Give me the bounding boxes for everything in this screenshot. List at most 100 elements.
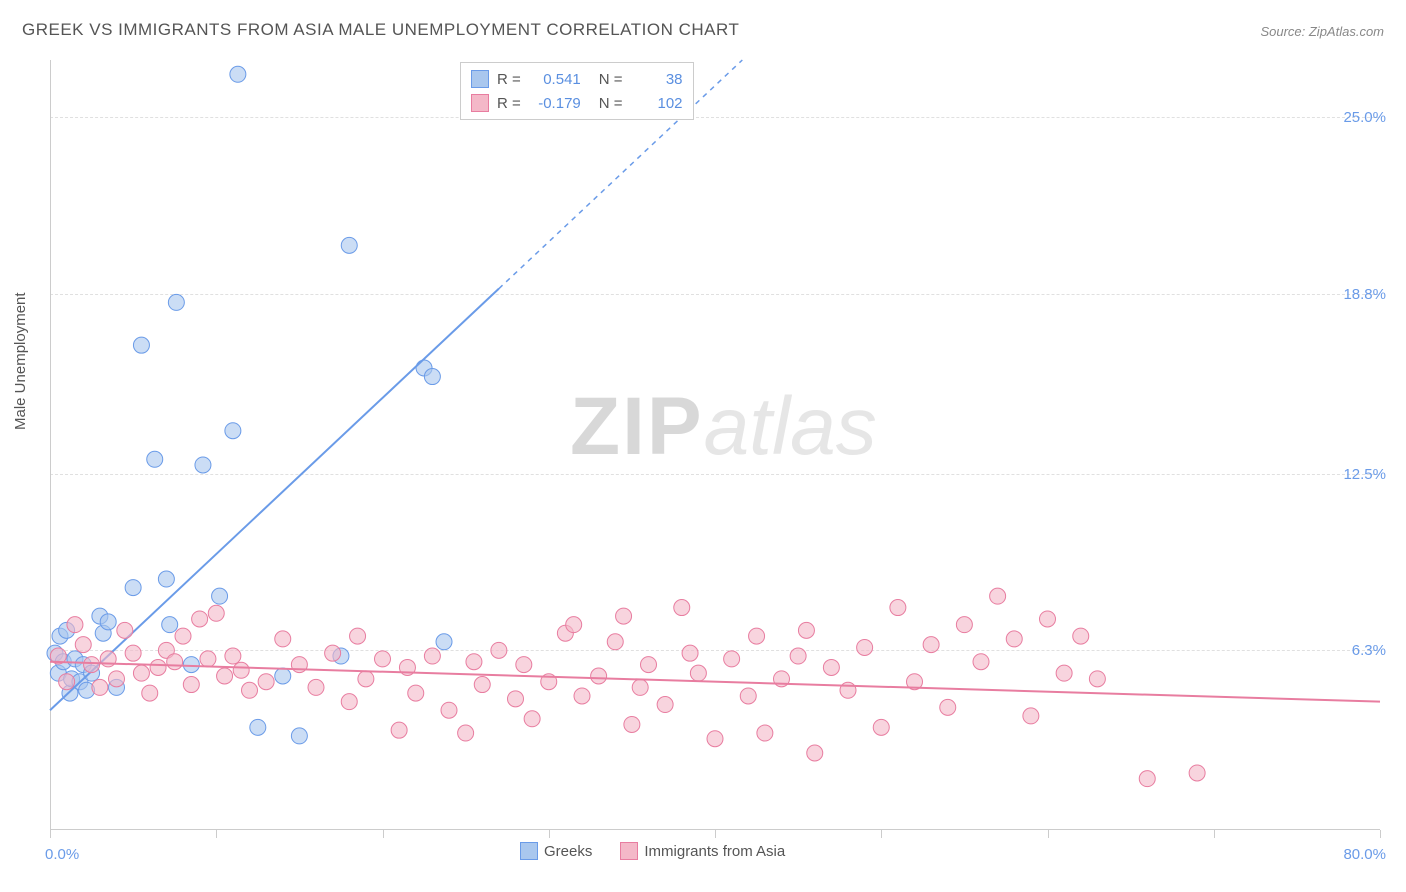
scatter-point [225,648,241,664]
scatter-point [491,642,507,658]
scatter-point [391,722,407,738]
scatter-point [217,668,233,684]
scatter-point [1006,631,1022,647]
scatter-point [75,637,91,653]
scatter-point [275,631,291,647]
scatter-point [92,679,108,695]
scatter-point [133,665,149,681]
x-tick [881,830,882,838]
x-axis-min-label: 0.0% [45,846,79,863]
x-axis-max-label: 80.0% [1343,846,1386,863]
stat-r-label: R = [497,71,521,88]
legend-stats-row: R = -0.179 N = 102 [471,91,683,115]
scatter-point [158,571,174,587]
scatter-point [690,665,706,681]
scatter-point [408,685,424,701]
x-tick [1380,830,1381,838]
stat-r-label: R = [497,95,521,112]
stat-n-label: N = [599,71,623,88]
scatter-point [117,622,133,638]
x-tick [383,830,384,838]
scatter-point [1056,665,1072,681]
scatter-point [682,645,698,661]
legend-stats-box: R =0.541N =38R =-0.179N =102 [460,62,694,120]
scatter-point [749,628,765,644]
scatter-point [574,688,590,704]
scatter-point [168,294,184,310]
scatter-point [657,697,673,713]
scatter-point [591,668,607,684]
scatter-point [641,657,657,673]
scatter-point [84,657,100,673]
scatter-point [308,679,324,695]
scatter-point [424,369,440,385]
scatter-point [250,719,266,735]
stat-n-label: N = [599,95,623,112]
scatter-point [162,617,178,633]
scatter-point [674,600,690,616]
scatter-point [375,651,391,667]
scatter-point [724,651,740,667]
scatter-point [1139,771,1155,787]
legend-label: Greeks [544,843,592,860]
scatter-point [607,634,623,650]
scatter-point [436,634,452,650]
scatter-point [212,588,228,604]
x-tick [216,830,217,838]
scatter-point [325,645,341,661]
scatter-point [566,617,582,633]
scatter-point [458,725,474,741]
scatter-point [341,694,357,710]
scatter-point [873,719,889,735]
legend-stats-row: R =0.541N =38 [471,67,683,91]
scatter-point [167,654,183,670]
x-tick [549,830,550,838]
stat-n-value: 38 [631,71,683,88]
scatter-point [632,679,648,695]
legend-item: Immigrants from Asia [620,842,785,860]
scatter-point [242,682,258,698]
scatter-point [1089,671,1105,687]
legend-item: Greeks [520,842,592,860]
scatter-point [956,617,972,633]
trend-line-solid [50,289,499,711]
stat-n-value: 102 [631,95,683,112]
stat-r-value: -0.179 [529,95,581,112]
scatter-point [516,657,532,673]
scatter-point [757,725,773,741]
legend-swatch [471,70,489,88]
scatter-point [100,614,116,630]
scatter-point [183,677,199,693]
legend-swatch [620,842,638,860]
scatter-point [823,659,839,675]
scatter-point [147,451,163,467]
scatter-point [890,600,906,616]
scatter-point [59,674,75,690]
scatter-point [707,731,723,747]
scatter-point [230,66,246,82]
scatter-point [807,745,823,761]
y-axis-label: Male Unemployment [12,292,29,430]
scatter-point [358,671,374,687]
chart-title: GREEK VS IMMIGRANTS FROM ASIA MALE UNEMP… [22,20,739,40]
scatter-point [291,728,307,744]
scatter-point [109,671,125,687]
scatter-point [350,628,366,644]
scatter-point [624,716,640,732]
scatter-point [973,654,989,670]
scatter-point [508,691,524,707]
scatter-point [1189,765,1205,781]
scatter-point [424,648,440,664]
scatter-point [200,651,216,667]
scatter-point [142,685,158,701]
scatter-point [208,605,224,621]
source-attribution: Source: ZipAtlas.com [1260,24,1384,39]
scatter-point [258,674,274,690]
legend-bottom: Greeks Immigrants from Asia [520,842,785,860]
scatter-point [616,608,632,624]
scatter-point [341,237,357,253]
scatter-point [466,654,482,670]
scatter-point [183,657,199,673]
scatter-point [940,699,956,715]
scatter-point [233,662,249,678]
